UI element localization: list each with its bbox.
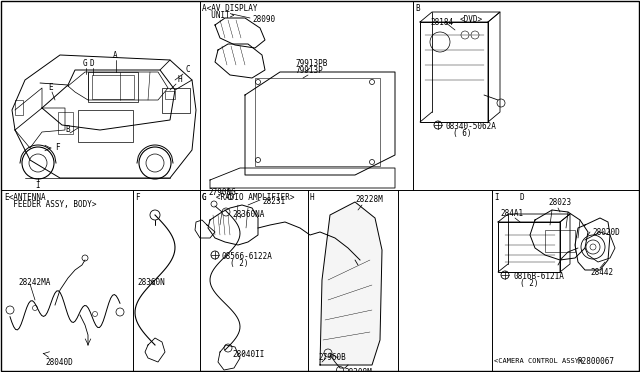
Text: F: F [135,193,140,202]
Text: D: D [90,59,95,68]
Text: R2800067: R2800067 [578,357,615,366]
Bar [545,230,575,252]
Text: 284A1: 284A1 [500,209,523,218]
Text: 08340-5062A: 08340-5062A [446,122,497,131]
Bar [58,112,73,134]
Bar [15,100,23,115]
Text: 28228M: 28228M [355,195,383,204]
Text: 28231: 28231 [262,197,285,206]
Bar [420,22,488,122]
Text: I: I [494,193,499,202]
Bar [92,75,134,99]
Text: 28360N: 28360N [137,278,164,287]
Text: 28184: 28184 [430,18,453,27]
Text: 27900G: 27900G [208,188,236,197]
Text: E: E [48,83,52,93]
Text: C  <RADIO AMPLIFIER>: C <RADIO AMPLIFIER> [202,193,294,202]
Text: G: G [202,193,207,202]
Text: C: C [185,65,189,74]
Text: 79913P: 79913P [295,66,323,75]
Text: 0816B-6121A: 0816B-6121A [513,272,564,281]
Text: 28020D: 28020D [592,228,620,237]
Text: 27960B: 27960B [318,353,346,362]
Text: <CAMERA CONTROL ASSY>: <CAMERA CONTROL ASSY> [494,358,583,364]
Text: 28023: 28023 [548,198,571,207]
Text: B: B [65,125,70,135]
Text: D: D [520,193,525,202]
Text: B: B [415,4,420,13]
Bar [255,78,380,166]
Text: A: A [113,51,118,60]
Bar [498,222,560,272]
Text: 08566-6122A: 08566-6122A [222,252,273,261]
Bar [162,88,190,113]
Bar [88,72,138,102]
Text: FEEDER ASSY, BODY>: FEEDER ASSY, BODY> [4,200,97,209]
Text: 28208M: 28208M [344,368,372,372]
Text: ( 2): ( 2) [520,279,538,288]
Text: 79913PB: 79913PB [295,59,328,68]
Text: 28442: 28442 [590,268,613,277]
Text: 28360NA: 28360NA [232,210,264,219]
Text: 28242MA: 28242MA [18,278,51,287]
Text: H: H [310,193,315,202]
Text: 28040II: 28040II [232,350,264,359]
Polygon shape [320,202,382,365]
Text: E<ANTENNA: E<ANTENNA [4,193,45,202]
Text: <DVD>: <DVD> [460,15,483,24]
Text: G: G [83,59,88,68]
Text: I: I [35,181,40,190]
Bar [78,110,133,142]
Text: H: H [178,76,182,84]
Text: ( 2): ( 2) [230,259,248,268]
Text: A<AV DISPLAY: A<AV DISPLAY [202,4,257,13]
Text: 28040D: 28040D [45,358,73,367]
Bar [165,91,175,99]
Text: 28090: 28090 [252,15,275,24]
Text: ( 6): ( 6) [453,129,472,138]
Text: UNIT>: UNIT> [202,11,234,20]
Text: F: F [55,144,60,153]
